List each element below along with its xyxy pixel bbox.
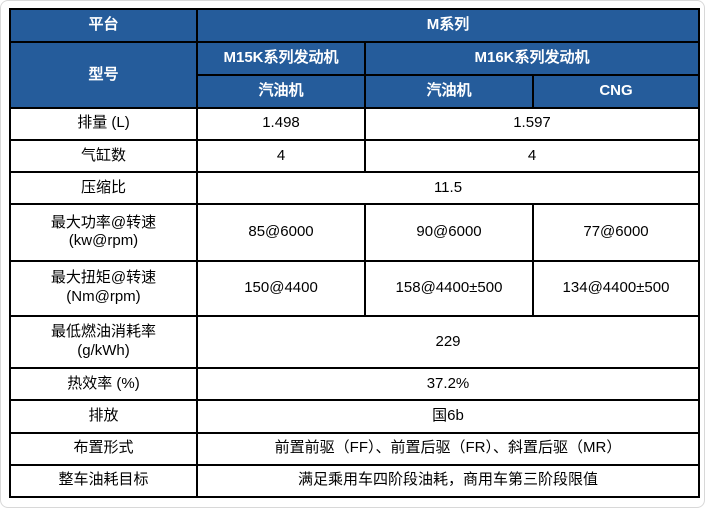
header-m15k-series: M15K系列发动机 [196, 41, 366, 77]
max-power-label-line1: 最大功率@转速 [50, 213, 157, 231]
max-power-m16k-cng-value: 77@6000 [532, 203, 700, 262]
row-emission: 排放 国6b [9, 399, 700, 434]
row-min-fuel-consumption: 最低燃油消耗率 (g/kWh) 229 [9, 314, 700, 370]
row-thermal-efficiency: 热效率 (%) 37.2% [9, 367, 700, 402]
max-torque-label: 最大扭矩@转速 (Nm@rpm) [9, 259, 198, 317]
row-vehicle-fuel-target: 整车油耗目标 满足乘用车四阶段油耗，商用车第三阶段限值 [9, 463, 700, 499]
max-torque-label-unit: (Nm@rpm) [66, 288, 141, 306]
row-drivetrain-layout: 布置形式 前置前驱（FF）、前置后驱（FR）、斜置后驱（MR） [9, 431, 700, 466]
drivetrain-layout-value: 前置前驱（FF）、前置后驱（FR）、斜置后驱（MR） [196, 431, 700, 466]
min-fuel-consumption-value: 229 [196, 314, 700, 370]
row-compression-ratio: 压缩比 11.5 [9, 170, 700, 206]
max-torque-m15k-value: 150@4400 [196, 259, 366, 317]
header-m16k-fuel-type: 汽油机 [364, 74, 534, 109]
row-max-power: 最大功率@转速 (kw@rpm) 85@6000 90@6000 77@6000 [9, 203, 700, 262]
displacement-label: 排量 (L) [9, 106, 198, 141]
cylinders-label: 气缸数 [9, 138, 198, 173]
header-m16k-cng: CNG [532, 74, 700, 109]
header-m15k-fuel-type: 汽油机 [196, 74, 366, 109]
vehicle-fuel-target-value: 满足乘用车四阶段油耗，商用车第三阶段限值 [196, 463, 700, 499]
displacement-m16k-value: 1.597 [364, 106, 700, 141]
min-fuel-consumption-label: 最低燃油消耗率 (g/kWh) [9, 314, 198, 370]
header-row-platform: 平台 M系列 [9, 7, 700, 44]
max-power-label-unit: (kw@rpm) [68, 232, 139, 250]
max-torque-m16k-cng-value: 134@4400±500 [532, 259, 700, 317]
row-cylinders: 气缸数 4 4 [9, 138, 700, 173]
max-power-m16k-gasoline-value: 90@6000 [364, 203, 534, 262]
max-torque-label-line1: 最大扭矩@转速 [50, 269, 157, 287]
header-platform-label: 平台 [9, 7, 198, 44]
row-max-torque: 最大扭矩@转速 (Nm@rpm) 150@4400 158@4400±500 1… [9, 259, 700, 317]
row-displacement: 排量 (L) 1.498 1.597 [9, 106, 700, 141]
compression-ratio-value: 11.5 [196, 170, 700, 206]
max-torque-m16k-gasoline-value: 158@4400±500 [364, 259, 534, 317]
displacement-m15k-value: 1.498 [196, 106, 366, 141]
engine-spec-table: 平台 M系列 型号 M15K系列发动机 M16K系列发动机 汽油机 汽油机 CN… [9, 7, 700, 499]
thermal-efficiency-label: 热效率 (%) [9, 367, 198, 402]
header-platform-value: M系列 [196, 7, 700, 44]
header-m16k-series: M16K系列发动机 [364, 41, 700, 77]
cylinders-m15k-value: 4 [196, 138, 366, 173]
max-power-m15k-value: 85@6000 [196, 203, 366, 262]
thermal-efficiency-value: 37.2% [196, 367, 700, 402]
drivetrain-layout-label: 布置形式 [9, 431, 198, 466]
emission-label: 排放 [9, 399, 198, 434]
compression-ratio-label: 压缩比 [9, 170, 198, 206]
vehicle-fuel-target-label: 整车油耗目标 [9, 463, 198, 499]
min-fuel-consumption-label-line1: 最低燃油消耗率 [50, 323, 156, 341]
cylinders-m16k-value: 4 [364, 138, 700, 173]
max-power-label: 最大功率@转速 (kw@rpm) [9, 203, 198, 262]
header-row-series: 型号 M15K系列发动机 M16K系列发动机 [9, 41, 700, 109]
emission-value: 国6b [196, 399, 700, 434]
min-fuel-consumption-label-unit: (g/kWh) [77, 341, 130, 359]
header-model-label: 型号 [9, 41, 198, 109]
header-row-fuel-type: 汽油机 汽油机 CNG [10, 74, 700, 109]
